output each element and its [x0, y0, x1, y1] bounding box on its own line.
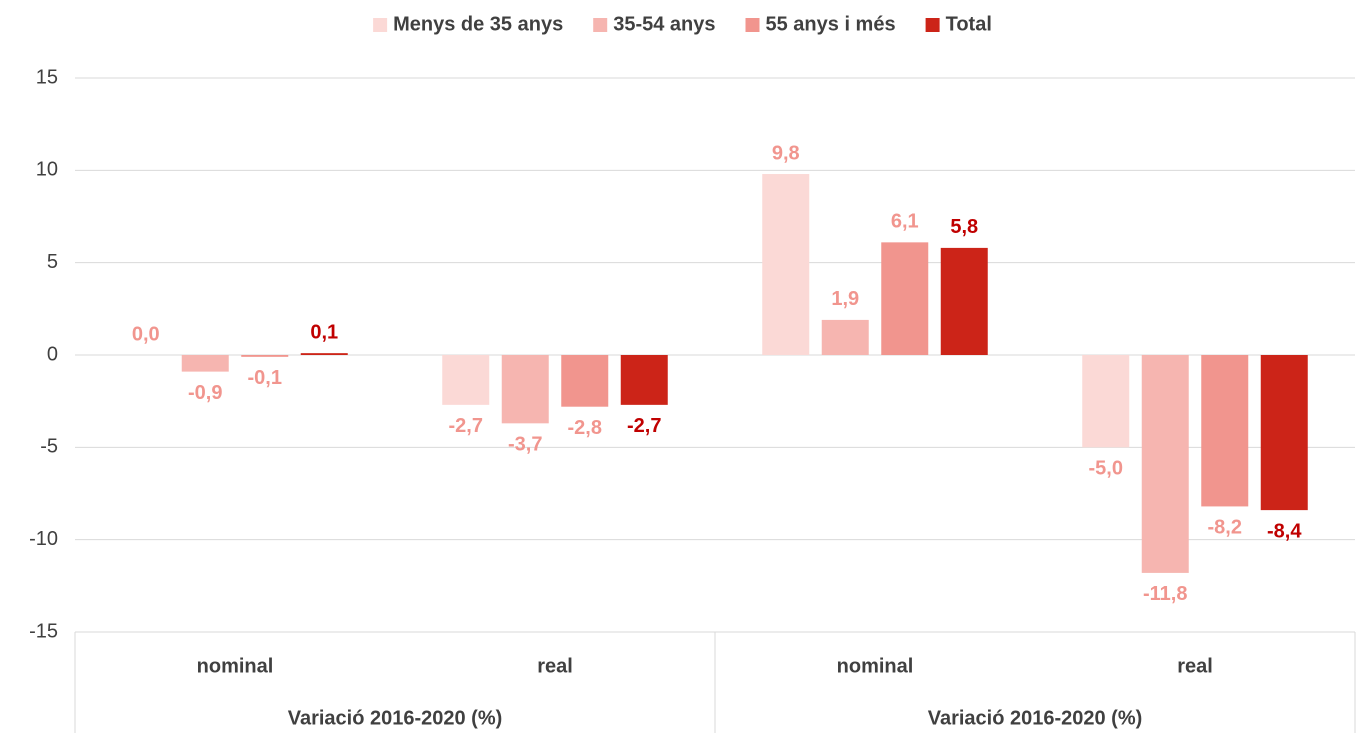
bar [442, 355, 490, 405]
value-label: -5,0 [1089, 458, 1123, 480]
value-label: -2,8 [568, 417, 602, 439]
y-tick-label: 5 [47, 251, 58, 273]
y-tick-label: 15 [36, 66, 58, 88]
bar [620, 355, 668, 405]
bar [940, 247, 988, 355]
bar [1082, 355, 1130, 448]
value-label: -2,7 [449, 415, 483, 437]
y-tick-label: -10 [29, 528, 58, 550]
legend-label: Total [946, 13, 992, 35]
legend-swatch [745, 18, 760, 32]
bar [181, 355, 229, 372]
group-label: Variació 2016-2020 (%) [288, 707, 503, 729]
x-tick-label: nominal [837, 655, 914, 677]
value-label: 0,0 [132, 323, 160, 345]
y-tick-label: 0 [47, 343, 58, 365]
legend-swatch [373, 18, 388, 32]
y-tick-label: -5 [40, 436, 58, 458]
bar [1260, 355, 1308, 511]
value-label: -2,7 [627, 415, 661, 437]
value-label: 9,8 [772, 142, 800, 164]
legend-label: Menys de 35 anys [393, 13, 563, 35]
value-label: -0,1 [248, 367, 282, 389]
y-tick-label: -15 [29, 620, 58, 642]
y-tick-label: 10 [36, 159, 58, 181]
bar [561, 355, 609, 407]
value-label: 0,1 [310, 321, 338, 343]
x-tick-label: nominal [197, 655, 274, 677]
legend-swatch [593, 18, 608, 32]
bar [762, 174, 810, 355]
bar [300, 353, 348, 355]
value-label: -8,2 [1208, 517, 1242, 539]
legend-label: 35-54 anys [613, 13, 715, 35]
bar [1141, 355, 1189, 573]
x-tick-label: real [1177, 655, 1213, 677]
bar [881, 242, 929, 355]
group-label: Variació 2016-2020 (%) [928, 707, 1143, 729]
legend-label: 55 anys i més [766, 13, 896, 35]
bar [241, 355, 289, 357]
value-label: -8,4 [1267, 520, 1302, 542]
value-label: 1,9 [831, 288, 859, 310]
bar [1201, 355, 1249, 507]
value-label: 5,8 [950, 216, 978, 238]
value-label: -3,7 [508, 434, 542, 456]
bar [821, 319, 869, 355]
value-label: -11,8 [1143, 583, 1187, 605]
value-label: 6,1 [891, 211, 919, 233]
x-tick-label: real [537, 655, 573, 677]
legend-swatch [925, 18, 940, 32]
bar [501, 355, 549, 424]
value-label: -0,9 [188, 382, 222, 404]
